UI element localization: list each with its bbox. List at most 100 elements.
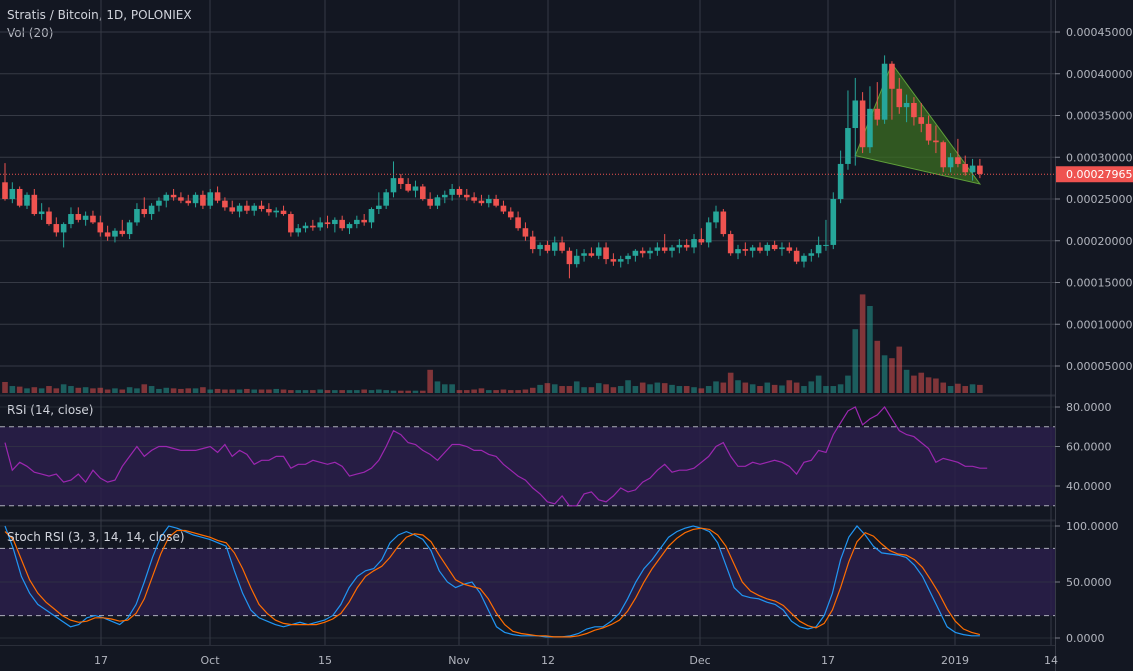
candle-body <box>112 230 118 237</box>
volume-bar <box>654 382 661 393</box>
volume-bar <box>192 388 199 393</box>
candle-body <box>16 188 23 206</box>
candle-body <box>75 214 82 220</box>
volume-bar <box>9 386 16 393</box>
volume-bar <box>793 382 800 393</box>
candle-body <box>705 222 712 243</box>
volume-bar <box>104 389 111 393</box>
volume-bar <box>507 390 514 393</box>
volume-bar <box>962 386 969 393</box>
volume-bar <box>632 386 639 393</box>
volume-bar <box>68 386 74 393</box>
volume-bar <box>412 390 419 393</box>
volume-bar <box>368 390 375 393</box>
candle-body <box>456 188 463 195</box>
volume-bar <box>163 387 170 393</box>
x-tick-label: Dec <box>689 654 710 667</box>
candle-body <box>332 219 338 225</box>
volume-bar <box>126 387 133 393</box>
candle-body <box>266 209 272 213</box>
x-tick-label: 17 <box>821 654 835 667</box>
candle-body <box>632 250 639 256</box>
volume-bar <box>808 381 815 393</box>
candle-body <box>376 205 382 210</box>
candle-body <box>947 157 954 168</box>
stoch-d-line <box>4 527 981 638</box>
candle-body <box>522 228 529 237</box>
candle-body <box>764 244 771 251</box>
volume-bar <box>845 375 851 393</box>
volume-bar <box>977 384 983 393</box>
volume-bar <box>500 389 507 393</box>
volume-bar <box>889 358 895 393</box>
volume-bar <box>332 390 338 393</box>
price-axis-label: 0.00040000 <box>1066 68 1132 81</box>
candle-body <box>830 199 837 245</box>
stoch-axis-label: 100.0000 <box>1066 520 1119 533</box>
candle-body <box>859 100 866 148</box>
candle-body <box>639 250 646 254</box>
candle-body <box>925 123 932 141</box>
candle-body <box>515 217 521 229</box>
candle-body <box>485 199 492 204</box>
candle-body <box>390 178 397 193</box>
candle-body <box>214 192 221 201</box>
volume-bar <box>222 389 228 393</box>
volume-bar <box>302 390 309 393</box>
candle-body <box>779 247 785 250</box>
candle-body <box>881 63 888 120</box>
candle-body <box>617 259 624 262</box>
candle-body <box>955 157 961 164</box>
volume-bar <box>214 388 221 393</box>
candle-body <box>244 205 250 211</box>
x-tick-label: 17 <box>94 654 108 667</box>
volume-bar <box>427 369 433 393</box>
candle-body <box>962 163 969 173</box>
volume-bar <box>610 387 617 393</box>
chart-title: Stratis / Bitcoin, 1D, POLONIEX <box>7 8 192 22</box>
volume-bar <box>837 384 844 393</box>
volume-bar <box>251 389 258 393</box>
candle-body <box>324 222 331 225</box>
volume-bar <box>148 386 155 393</box>
candle-body <box>449 188 455 195</box>
candle-body <box>434 197 441 206</box>
candle-body <box>9 188 16 199</box>
volume-bar <box>874 340 881 393</box>
volume-bar <box>288 390 294 393</box>
candle-body <box>471 197 477 201</box>
volume-bar <box>134 388 140 393</box>
volume-bar <box>735 380 741 393</box>
stoch-k-line <box>4 525 980 638</box>
volume-bar <box>46 386 52 393</box>
volume-bar <box>60 384 67 393</box>
candle-body <box>808 253 815 256</box>
volume-bar <box>185 388 192 393</box>
volume-bar <box>859 294 866 393</box>
rsi-band <box>0 426 1055 506</box>
volume-bar <box>16 386 23 393</box>
candle-body <box>969 165 976 173</box>
candle-body <box>801 255 807 262</box>
candle-body <box>823 244 829 246</box>
volume-bar <box>2 381 8 393</box>
stoch-axis-label: 0.0000 <box>1066 632 1105 645</box>
candle-body <box>60 224 67 233</box>
candle-body <box>405 183 411 191</box>
volume-bar <box>529 387 536 393</box>
candle-body <box>852 100 859 129</box>
candle-body <box>361 219 367 223</box>
volume-bar <box>742 382 749 393</box>
candle-body <box>507 211 514 218</box>
candle-body <box>185 200 192 204</box>
volume-bar <box>955 383 961 393</box>
candle-body <box>683 244 690 248</box>
volume-bar <box>229 389 236 393</box>
candle-body <box>2 182 8 199</box>
candle-body <box>236 205 243 212</box>
candle-body <box>500 205 507 212</box>
stoch-axis-label: 50.0000 <box>1066 576 1112 589</box>
candle-body <box>134 209 140 223</box>
volume-bar <box>112 388 118 393</box>
